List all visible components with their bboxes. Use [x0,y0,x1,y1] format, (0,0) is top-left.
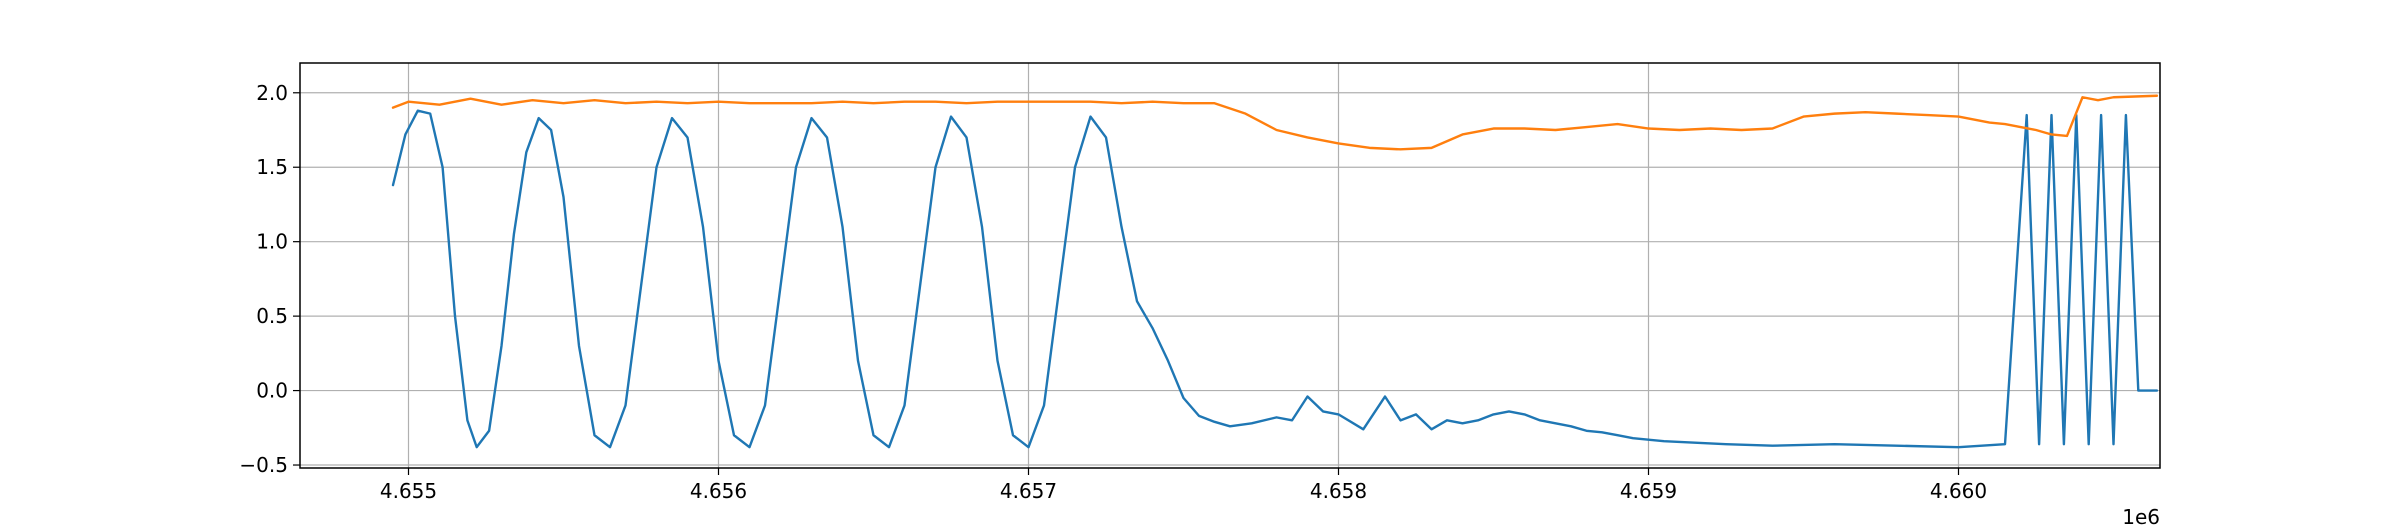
series-line-2 [391,94,2159,151]
x-offset-label: 1e6 [2122,505,2160,525]
grid-layer [300,63,2160,468]
series-line-1 [391,109,2159,449]
x-tick-label: 4.660 [1930,479,1987,503]
y-tick-label: 1.0 [256,230,288,254]
plot-frame [299,62,2161,469]
series-layer [391,94,2159,449]
y-tick-label: 0.0 [256,379,288,403]
x-tick-label: 4.656 [690,479,747,503]
x-tick-label: 4.657 [1000,479,1057,503]
y-tick-label: 0.5 [256,304,288,328]
y-tick-label: 2.0 [256,81,288,105]
y-tick-label: −0.5 [239,453,288,477]
x-tick-label: 4.658 [1310,479,1367,503]
tick-layer: 4.655 4.656 4.657 4.658 4.659 4.660 −0.5 0.0 0.5… [239,81,1987,503]
y-tick-label: 1.5 [256,155,288,179]
x-tick-label: 4.659 [1620,479,1677,503]
x-tick-label: 4.655 [380,479,437,503]
